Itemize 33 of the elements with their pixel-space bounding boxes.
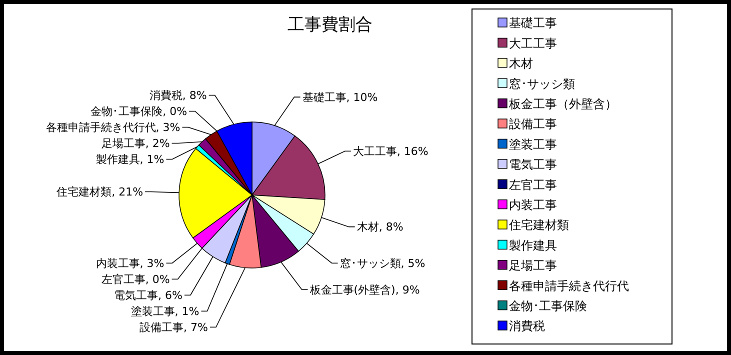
- text: 金物･工事保険, 0%: [90, 105, 188, 118]
- data-label: 塗装工事, 1%: [130, 304, 200, 318]
- legend-label: 各種申請手続き代行代: [509, 278, 629, 293]
- legend-label: 左官工事: [509, 178, 557, 192]
- legend-label: 木材: [509, 56, 533, 71]
- data-label: 消費税, 8%: [149, 89, 207, 102]
- data-label: 各種申請手続き代行代, 3%: [46, 121, 180, 134]
- legend-label: 塗装工事: [509, 137, 557, 152]
- data-label: 木材, 8%: [356, 220, 404, 234]
- text: 左官工事, 0%: [101, 272, 170, 286]
- legend-label: 製作建具: [509, 238, 557, 252]
- legend-label: 内装工事: [509, 198, 557, 212]
- legend-label: 金物･工事保険: [509, 299, 587, 313]
- legend-label: 住宅建材類: [508, 218, 569, 232]
- data-label: 住宅建材類, 21%: [56, 186, 144, 199]
- data-label: 設備工事, 7%: [140, 320, 208, 334]
- legend-label: 基礎工事: [509, 16, 557, 30]
- data-label: 電気工事, 6%: [114, 288, 182, 302]
- data-label: 基礎工事, 10%: [302, 90, 378, 104]
- data-label: 板金工事(外壁含), 9%: [308, 283, 420, 296]
- legend-label: 電気工事: [509, 158, 557, 172]
- data-label: 製作建具, 1%: [96, 153, 164, 166]
- legend-label: 足場工事: [509, 258, 557, 273]
- legend-label: 消費税: [509, 319, 545, 334]
- legend-label: 窓･サッシ類: [509, 76, 575, 91]
- data-label: 内装工事, 3%: [96, 256, 164, 270]
- legend-label: 板金工事（外壁含）: [508, 97, 617, 111]
- data-label: 窓･サッシ類, 5%: [340, 256, 426, 270]
- data-label: 足場工事, 2%: [101, 137, 170, 150]
- legend-label: 設備工事: [509, 117, 557, 132]
- legend-label: 大工工事: [509, 36, 557, 50]
- chart-title: 工事費割合: [288, 15, 372, 35]
- data-label: 大工工事, 16%: [352, 144, 428, 158]
